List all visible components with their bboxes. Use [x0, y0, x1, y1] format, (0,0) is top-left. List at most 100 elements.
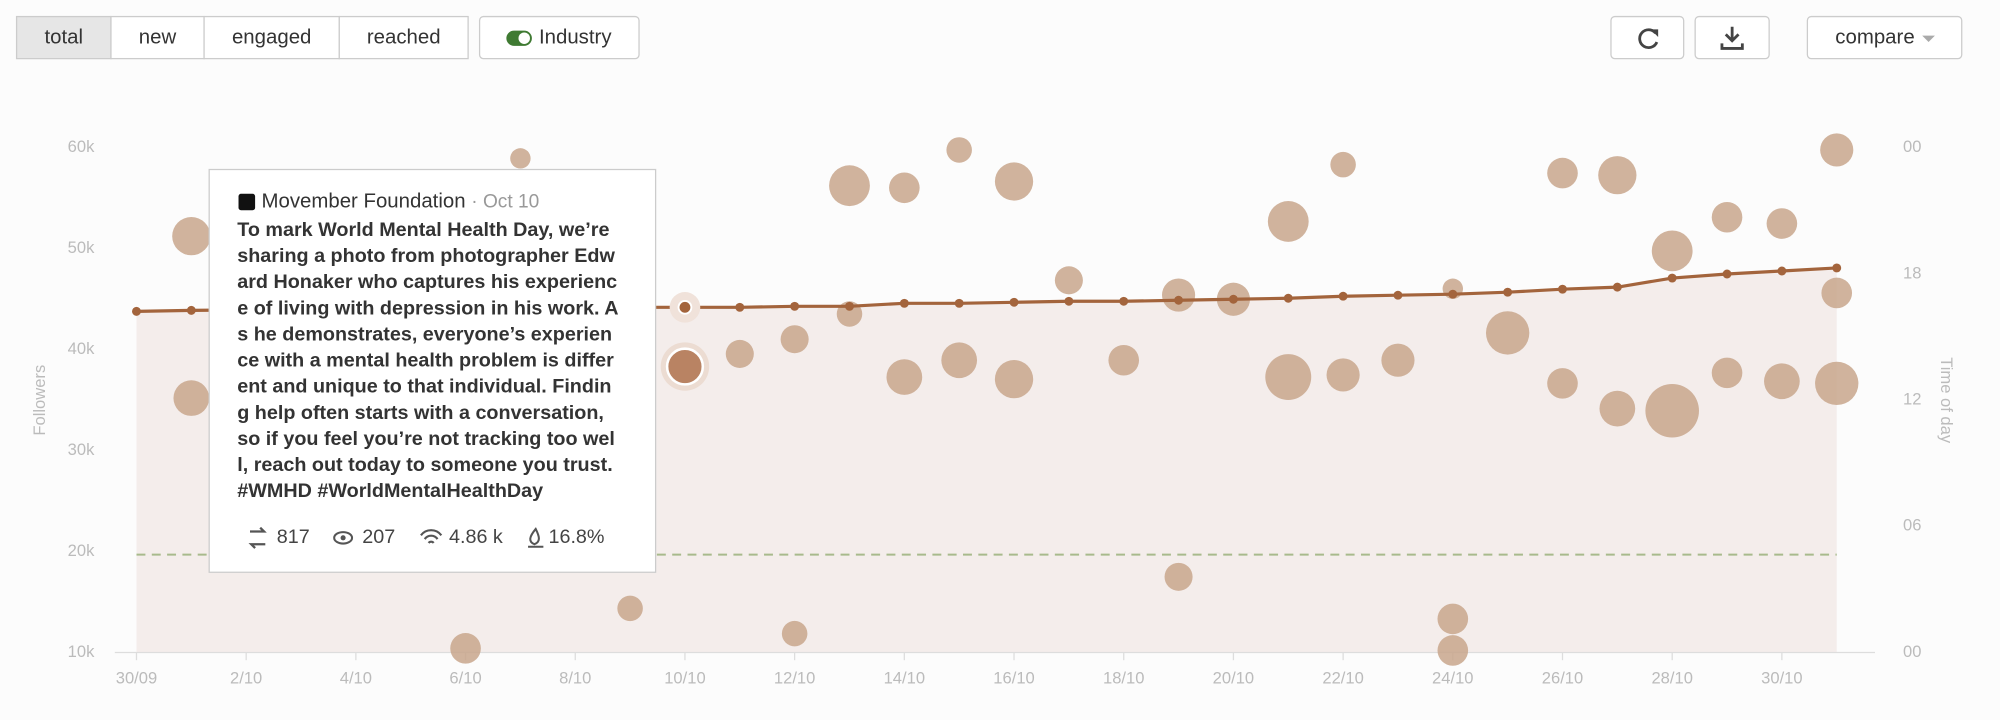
bubble[interactable]	[780, 325, 809, 354]
x-tick-label: 2/10	[230, 669, 262, 688]
bubble[interactable]	[994, 360, 1034, 399]
bubble[interactable]	[1711, 357, 1743, 389]
bubble[interactable]	[1547, 368, 1578, 399]
bubble[interactable]	[725, 339, 754, 368]
point[interactable]	[1338, 291, 1348, 301]
bubble[interactable]	[1161, 278, 1196, 312]
x-tick-label: 20/10	[1213, 669, 1254, 688]
compare-button[interactable]	[1806, 15, 1963, 60]
point[interactable]	[677, 300, 693, 315]
x-tick-label: 10/10	[664, 669, 705, 688]
refresh-icon	[1638, 28, 1659, 49]
y2-tick-label: 00	[1903, 642, 1921, 661]
reach-icon	[420, 529, 443, 544]
bubble[interactable]	[1485, 311, 1530, 355]
refresh-button[interactable]	[1610, 15, 1685, 60]
y-tick-label: 30k	[68, 440, 95, 459]
bubble[interactable]	[1437, 635, 1469, 666]
bubble[interactable]	[172, 217, 211, 256]
point[interactable]	[1612, 282, 1622, 292]
author: Movember Foundation · Oct 10	[261, 191, 539, 213]
point[interactable]	[790, 301, 800, 311]
bubble[interactable]	[889, 172, 920, 204]
point[interactable]	[735, 302, 745, 312]
bubble[interactable]	[1054, 266, 1083, 295]
bubble[interactable]	[1265, 354, 1312, 401]
stat: 16.8%	[548, 526, 604, 548]
point[interactable]	[1283, 293, 1293, 303]
bubble[interactable]	[781, 620, 808, 647]
bubble[interactable]	[1164, 562, 1193, 591]
point[interactable]	[899, 298, 909, 308]
point[interactable]	[1119, 296, 1129, 306]
point[interactable]	[1832, 263, 1842, 273]
bubble[interactable]	[1821, 277, 1853, 309]
tab-label: new	[139, 27, 177, 49]
point[interactable]	[1777, 266, 1787, 276]
bubble[interactable]	[510, 148, 531, 169]
bubble[interactable]	[1815, 361, 1859, 406]
avatar	[238, 193, 256, 211]
point[interactable]	[1558, 284, 1567, 294]
bubble[interactable]	[1651, 230, 1693, 272]
compare-label: compare	[1835, 27, 1914, 49]
bubble[interactable]	[1764, 363, 1800, 400]
bubble[interactable]	[886, 359, 923, 395]
x-tick-label: 12/10	[774, 669, 815, 688]
bubble[interactable]	[1645, 383, 1699, 438]
bubble[interactable]	[1108, 344, 1140, 376]
point[interactable]	[1393, 290, 1403, 300]
bubble[interactable]	[946, 137, 972, 163]
bubble[interactable]	[1711, 201, 1743, 233]
point[interactable]	[1503, 287, 1513, 297]
point[interactable]	[1064, 296, 1074, 306]
tooltip: Movember Foundation · Oct 10 To mark Wor…	[208, 168, 657, 573]
bubble[interactable]	[829, 165, 870, 207]
bubble[interactable]	[1766, 208, 1798, 239]
point[interactable]	[1448, 289, 1458, 299]
bubble[interactable]	[941, 342, 978, 379]
point[interactable]	[954, 298, 964, 308]
bubble[interactable]	[1326, 358, 1360, 392]
tab-label: engaged	[232, 27, 311, 49]
x-tick-label: 18/10	[1103, 669, 1144, 688]
bubble[interactable]	[1267, 201, 1309, 242]
eye-icon	[333, 531, 354, 545]
bubble[interactable]	[1330, 151, 1356, 178]
point[interactable]	[132, 306, 141, 316]
point[interactable]	[845, 301, 854, 311]
bubble[interactable]	[1599, 390, 1636, 427]
stat: 4.86 k	[449, 526, 503, 548]
tab[interactable]	[203, 15, 340, 60]
tab[interactable]	[338, 15, 469, 60]
bubble[interactable]	[1547, 157, 1578, 189]
bubble[interactable]	[617, 595, 643, 622]
bubble[interactable]	[1381, 343, 1415, 377]
point[interactable]	[1228, 294, 1238, 304]
bubble[interactable]	[994, 162, 1034, 201]
post-text: s he demonstrates, everyone’s experien	[237, 323, 612, 345]
point[interactable]	[1009, 297, 1019, 307]
tab-label: total	[44, 27, 83, 49]
bubble[interactable]	[450, 633, 481, 664]
post-text: ard Honaker who captures his experienc	[237, 271, 617, 293]
caret	[1922, 35, 1935, 43]
y2-axis-title: Time of day	[1937, 357, 1956, 444]
point[interactable]	[1174, 295, 1184, 305]
y-tick-label: 10k	[68, 642, 95, 661]
x-tick-label: 4/10	[340, 669, 372, 688]
engagement-icon	[528, 527, 544, 548]
x-tick-label: 26/10	[1542, 669, 1583, 688]
bubble[interactable]	[173, 380, 210, 416]
point[interactable]	[186, 305, 196, 315]
tab[interactable]	[15, 15, 112, 60]
bubble[interactable]	[665, 347, 705, 386]
point[interactable]	[1722, 269, 1732, 279]
bubble[interactable]	[1598, 156, 1637, 195]
bubble[interactable]	[1437, 603, 1469, 635]
bubble[interactable]	[1820, 133, 1854, 167]
point[interactable]	[1667, 273, 1677, 283]
industry-button[interactable]	[478, 15, 640, 60]
stat: 817	[277, 526, 310, 548]
